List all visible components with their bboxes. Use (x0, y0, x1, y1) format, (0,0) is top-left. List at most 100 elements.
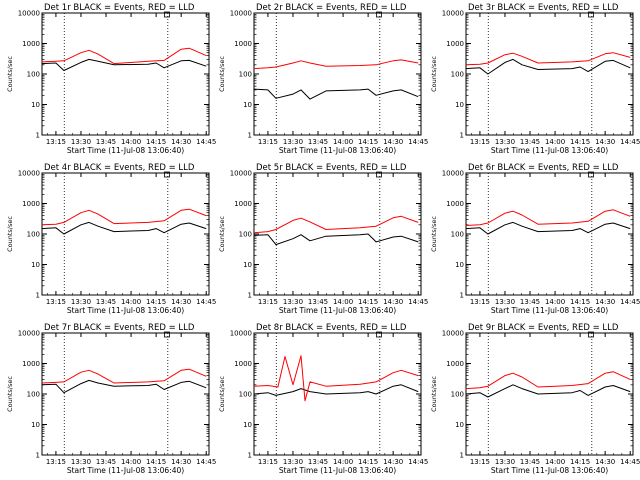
panel-6: Det 6r BLACK = Events, RED = LLD 1 10 100 10… (430, 163, 640, 315)
top-marker (164, 171, 170, 178)
panel-1: Det 1r BLACK = Events, RED = LLD 1 10 100 10… (6, 3, 216, 155)
y-axis-label: Counts/sec (6, 376, 14, 412)
panel-8: Det 8r BLACK = Events, RED = LLD 1 10 100 10… (218, 323, 428, 475)
y-tick-label: 1 (248, 292, 252, 300)
y-axis-label: Counts/sec (218, 216, 226, 252)
y-tick-label: 10000 (230, 330, 252, 338)
y-tick-label: 1000 (22, 40, 40, 48)
lld-series-line (253, 215, 419, 234)
y-tick-label: 10000 (230, 170, 252, 178)
lld-series-line (41, 47, 207, 65)
x-tick-label: 14:30 (171, 138, 191, 146)
top-marker (164, 331, 170, 338)
events-series-line (253, 384, 419, 396)
x-axis-label: Start Time (11-Jul-08 13:06:40) (67, 466, 184, 475)
y-tick-label: 1 (460, 292, 464, 300)
x-tick-label: 14:15 (570, 138, 590, 146)
y-tick-label: 100 (239, 231, 252, 239)
x-tick-label: 13:30 (283, 138, 303, 146)
y-tick-label: 10 (31, 261, 40, 269)
x-axis-label: Start Time (11-Jul-08 13:06:40) (279, 466, 396, 475)
plot-frame (253, 172, 422, 296)
x-tick-label: 13:15 (470, 138, 490, 146)
x-tick-label: 13:45 (96, 298, 116, 306)
x-tick-label: 14:45 (196, 298, 216, 306)
top-marker (588, 331, 594, 338)
x-tick-label: 14:45 (408, 138, 428, 146)
y-tick-label: 1 (36, 452, 40, 460)
y-tick-label: 1 (460, 132, 464, 140)
y-tick-label: 1 (36, 132, 40, 140)
x-tick-label: 14:00 (121, 138, 141, 146)
y-tick-label: 100 (239, 71, 252, 79)
y-tick-label: 10000 (18, 170, 40, 178)
lld-series-line (465, 209, 631, 226)
x-tick-label: 13:15 (470, 458, 490, 466)
y-axis-label: Counts/sec (218, 56, 226, 92)
panel-title: Det 2r BLACK = Events, RED = LLD (256, 3, 407, 13)
x-tick-label: 14:00 (333, 138, 353, 146)
events-series-line (465, 384, 631, 398)
panel-5: Det 5r BLACK = Events, RED = LLD 1 10 100 10… (218, 163, 428, 315)
events-series-line (465, 221, 631, 235)
x-tick-label: 13:45 (520, 298, 540, 306)
x-axis-label: Start Time (11-Jul-08 13:06:40) (491, 466, 608, 475)
lld-series-line (465, 371, 631, 390)
x-tick-label: 14:00 (545, 298, 565, 306)
top-marker (376, 171, 382, 178)
x-tick-label: 13:45 (96, 138, 116, 146)
x-tick-label: 14:45 (196, 458, 216, 466)
x-tick-label: 14:45 (620, 138, 640, 146)
x-tick-label: 14:45 (620, 458, 640, 466)
y-tick-label: 10000 (230, 10, 252, 18)
plot-frame (41, 172, 210, 296)
plot-frame (465, 12, 634, 136)
x-axis-label: Start Time (11-Jul-08 13:06:40) (67, 306, 184, 315)
plot-frame (41, 12, 210, 136)
top-marker (376, 331, 382, 338)
events-series-line (253, 88, 419, 100)
y-tick-label: 1 (248, 452, 252, 460)
y-tick-label: 10 (243, 261, 252, 269)
x-tick-label: 13:45 (520, 458, 540, 466)
y-tick-label: 100 (27, 231, 40, 239)
x-tick-label: 14:15 (358, 138, 378, 146)
panel-title: Det 4r BLACK = Events, RED = LLD (44, 163, 195, 173)
x-axis-label: Start Time (11-Jul-08 13:06:40) (491, 146, 608, 155)
x-tick-label: 14:30 (383, 458, 403, 466)
top-marker (164, 11, 170, 18)
x-tick-label: 14:00 (121, 458, 141, 466)
x-tick-label: 13:15 (46, 298, 66, 306)
y-tick-label: 10 (455, 261, 464, 269)
x-axis-label: Start Time (11-Jul-08 13:06:40) (279, 146, 396, 155)
lld-series-line (41, 368, 207, 384)
x-tick-label: 14:30 (171, 298, 191, 306)
y-axis-label: Counts/sec (218, 376, 226, 412)
top-marker (376, 11, 382, 18)
y-tick-label: 1000 (446, 200, 464, 208)
x-tick-label: 13:15 (46, 458, 66, 466)
panel-title: Det 7r BLACK = Events, RED = LLD (44, 323, 195, 333)
x-tick-label: 13:45 (308, 138, 328, 146)
y-tick-label: 1 (248, 132, 252, 140)
panel-title: Det 5r BLACK = Events, RED = LLD (256, 163, 407, 173)
x-tick-label: 13:15 (258, 138, 278, 146)
y-tick-label: 10 (31, 421, 40, 429)
events-series-line (41, 221, 207, 235)
top-marker (588, 11, 594, 18)
x-tick-label: 14:15 (570, 458, 590, 466)
x-tick-label: 13:45 (308, 298, 328, 306)
x-tick-label: 13:15 (258, 458, 278, 466)
panel-title: Det 1r BLACK = Events, RED = LLD (44, 3, 195, 13)
x-tick-label: 14:00 (333, 298, 353, 306)
x-tick-label: 14:15 (146, 458, 166, 466)
x-tick-label: 13:30 (71, 298, 91, 306)
x-tick-label: 14:45 (620, 298, 640, 306)
y-tick-label: 10 (243, 101, 252, 109)
x-tick-label: 14:15 (146, 298, 166, 306)
x-tick-label: 13:15 (258, 298, 278, 306)
x-tick-label: 13:30 (71, 138, 91, 146)
panel-title: Det 8r BLACK = Events, RED = LLD (256, 323, 407, 333)
x-tick-label: 13:15 (46, 138, 66, 146)
